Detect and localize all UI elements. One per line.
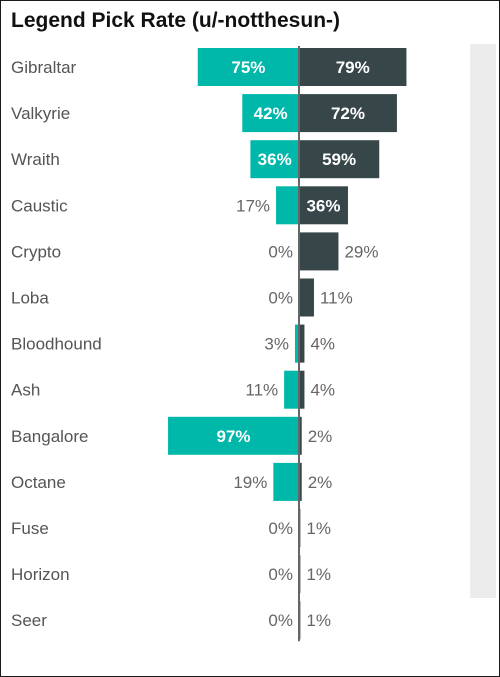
bar-right-bloodhound (299, 324, 305, 363)
category-label-octane: Octane (11, 473, 66, 492)
bar-right-bangalore (299, 416, 302, 455)
bar-right-valkyrie (299, 94, 397, 133)
data-label-left-gibraltar: 75% (231, 58, 265, 77)
data-label-left-ash: 11% (245, 381, 278, 400)
bar-left-ash (284, 370, 299, 409)
category-label-gibraltar: Gibraltar (11, 58, 77, 77)
category-label-crypto: Crypto (11, 242, 61, 261)
data-label-right-loba: 11% (320, 289, 353, 308)
category-label-bangalore: Bangalore (11, 427, 89, 446)
data-label-left-crypto: 0% (268, 242, 293, 261)
data-label-left-horizon: 0% (268, 565, 293, 584)
category-label-bloodhound: Bloodhound (11, 335, 102, 354)
bar-left-bloodhound (294, 324, 299, 363)
data-label-right-fuse: 1% (306, 519, 331, 538)
data-label-right-ash: 4% (310, 381, 335, 400)
category-label-loba: Loba (11, 289, 49, 308)
bar-right-loba (299, 278, 314, 317)
bar-left-caustic (276, 186, 299, 225)
data-label-left-wraith: 36% (258, 150, 292, 169)
data-label-right-octane: 2% (308, 473, 333, 492)
bar-right-gibraltar (299, 48, 407, 86)
chart-title: Legend Pick Rate (u/-notthesun-) (11, 9, 341, 32)
category-label-ash: Ash (11, 381, 40, 400)
category-label-caustic: Caustic (11, 196, 68, 215)
data-label-left-fuse: 0% (268, 519, 293, 538)
data-label-left-bangalore: 97% (217, 427, 251, 446)
data-label-left-valkyrie: 42% (254, 104, 288, 123)
bar-left-wraith (250, 140, 299, 179)
data-label-right-bloodhound: 4% (310, 335, 335, 354)
scrollbar[interactable] (470, 44, 496, 598)
category-label-fuse: Fuse (11, 519, 49, 538)
bar-left-gibraltar (197, 48, 299, 86)
category-label-seer: Seer (11, 611, 47, 630)
data-label-right-seer: 1% (306, 611, 331, 630)
data-label-right-crypto: 29% (344, 242, 378, 261)
data-label-right-horizon: 1% (306, 565, 331, 584)
data-label-left-bloodhound: 3% (264, 335, 289, 354)
bar-right-crypto (299, 232, 339, 271)
bar-right-wraith (299, 140, 380, 179)
data-label-right-valkyrie: 72% (331, 104, 365, 123)
data-label-right-bangalore: 2% (308, 427, 333, 446)
data-label-left-caustic: 17% (236, 196, 270, 215)
data-label-left-octane: 19% (233, 473, 267, 492)
category-label-valkyrie: Valkyrie (11, 104, 70, 123)
bar-left-bangalore (168, 416, 299, 455)
data-label-right-wraith: 59% (322, 150, 356, 169)
data-label-right-caustic: 36% (306, 196, 340, 215)
bar-right-ash (299, 370, 305, 409)
data-label-left-loba: 0% (268, 289, 293, 308)
bar-left-valkyrie (242, 94, 299, 133)
data-label-left-seer: 0% (268, 611, 293, 630)
bar-right-caustic (299, 186, 348, 225)
category-label-wraith: Wraith (11, 150, 60, 169)
bar-right-octane (299, 462, 302, 501)
data-label-right-gibraltar: 79% (336, 58, 370, 77)
category-label-horizon: Horizon (11, 565, 70, 584)
bar-left-octane (273, 462, 299, 501)
